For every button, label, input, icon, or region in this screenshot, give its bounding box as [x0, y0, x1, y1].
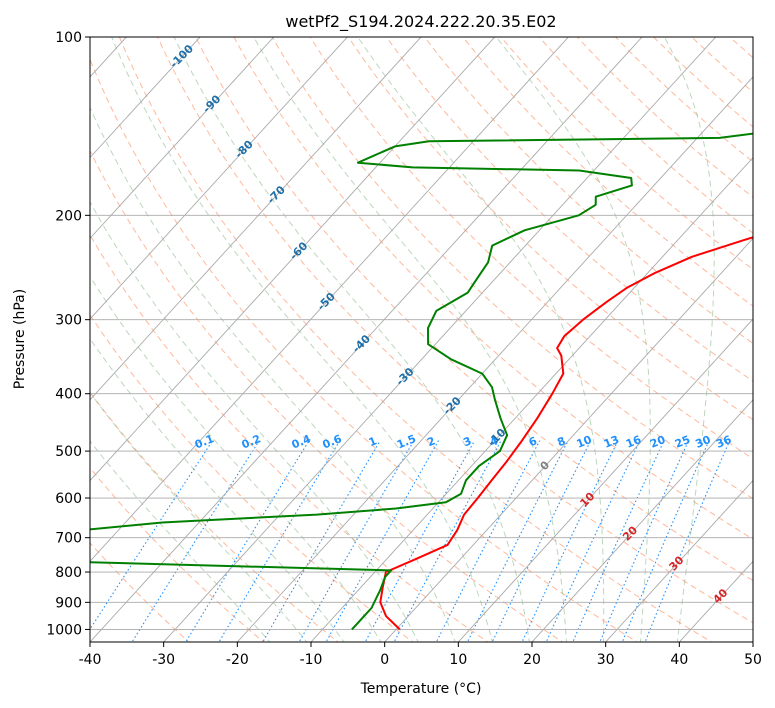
- mixing-ratio-line: [545, 440, 641, 642]
- temperature-profile-line: [379, 236, 753, 631]
- mixing-ratio-label: 8: [555, 434, 567, 449]
- x-tick-label: 20: [523, 652, 541, 668]
- mixing-ratio-label: 20: [648, 433, 667, 451]
- mixing-ratio-line: [218, 440, 341, 642]
- dry-adiabat-line: [385, 37, 753, 382]
- y-tick-label: 800: [55, 565, 82, 581]
- mixing-ratio-label: 30: [693, 433, 712, 451]
- mixing-ratio-line: [325, 440, 440, 642]
- dry-adiabat-line: [424, 37, 753, 344]
- y-tick-label: 400: [55, 387, 82, 403]
- x-tick-label: 10: [449, 652, 467, 668]
- y-axis-label: Pressure (hPa): [12, 289, 28, 389]
- mixing-ratio-line: [298, 440, 415, 642]
- mixing-ratio-label: 36: [714, 433, 733, 451]
- mixing-ratio-line: [90, 440, 214, 631]
- dry-adiabat-line: [538, 37, 753, 234]
- mixing-ratio-line: [185, 440, 310, 642]
- dry-adiabat-line: [90, 467, 265, 642]
- mixing-ratio-label: 1: [367, 434, 379, 449]
- isotherm-line: [90, 37, 201, 159]
- plot-area: 0.1 0.2 0.4 0.6 1 1.5 2 3 4 6 8 10 13 16 20 25 30 36-100-…: [90, 37, 753, 642]
- isotherm-line: [90, 37, 570, 562]
- y-tick-label: 1000: [46, 622, 82, 638]
- dry-adiabat-line: [309, 37, 753, 460]
- isotherm-line: [384, 237, 753, 642]
- isotherm-line: [236, 76, 753, 642]
- x-tick-label: 30: [597, 652, 615, 668]
- dry-adiabat-line: [157, 37, 753, 624]
- isotherm-line: [163, 37, 717, 642]
- x-axis-ticks: -40 -30 -20 -10 0 10 20 30 40 50: [79, 642, 762, 668]
- mixing-ratio-line: [521, 440, 619, 642]
- chart-title: wetPf2_S194.2024.222.20.35.E02: [285, 12, 556, 32]
- dry-adiabat-line: [500, 37, 753, 271]
- mixing-ratio-line: [131, 440, 260, 642]
- sounding-series: [90, 132, 753, 631]
- mixing-ratio-line: [393, 440, 502, 642]
- isotherm-line: [90, 37, 422, 401]
- isotherm-line: [531, 399, 753, 642]
- y-tick-label: 200: [55, 208, 82, 224]
- x-tick-label: -40: [79, 652, 102, 668]
- dry-adiabats: [90, 37, 753, 642]
- y-tick-label: 100: [55, 30, 82, 46]
- dry-adiabat-line: [271, 37, 753, 500]
- y-axis-ticks: 100 200 300 400 500 600 700 800 900 1000: [46, 30, 90, 638]
- mixing-ratio-lines: [90, 440, 731, 642]
- mixing-ratio-label: 3: [461, 434, 473, 449]
- mixing-ratio-label: 2: [425, 434, 437, 449]
- y-tick-label: 900: [55, 595, 82, 611]
- x-tick-label: 0: [380, 652, 389, 668]
- isotherm-line: [90, 37, 349, 320]
- dry-adiabat-line: [195, 37, 753, 582]
- isotherm-line: [310, 156, 753, 642]
- x-tick-label: -30: [152, 652, 175, 668]
- x-tick-label: 40: [670, 652, 688, 668]
- dry-adiabat-line: [614, 37, 753, 163]
- isotherm-line: [90, 37, 643, 642]
- dry-adiabat-line: [90, 234, 489, 642]
- moist-adiabat-line: [90, 440, 271, 642]
- mixing-ratio-line: [262, 440, 381, 642]
- isotherms: [90, 37, 753, 642]
- dewpoint-profile-line: [90, 132, 753, 631]
- dry-adiabat-line: [233, 37, 753, 540]
- mixing-ratio-label: 16: [624, 433, 643, 451]
- isotherm-line: [457, 318, 753, 642]
- mixing-ratio-line: [599, 440, 690, 642]
- x-axis-label: Temperature (°C): [360, 681, 482, 697]
- y-tick-label: 600: [55, 491, 82, 507]
- y-tick-label: 300: [55, 313, 82, 329]
- plot-frame: [89, 36, 754, 643]
- mixing-ratio-line: [644, 440, 731, 642]
- isotherm-line: [90, 37, 496, 482]
- pressure-gridlines: [90, 37, 753, 630]
- dry-adiabat-line: [576, 37, 753, 198]
- mixing-ratio-label: 10: [575, 433, 594, 451]
- x-tick-label: -10: [300, 652, 323, 668]
- mixing-ratio-label: 25: [673, 433, 692, 451]
- mixing-ratio-line: [435, 440, 541, 642]
- x-tick-label: 50: [744, 652, 762, 668]
- dry-adiabat-line: [118, 37, 713, 642]
- y-tick-label: 500: [55, 444, 82, 460]
- y-tick-label: 700: [55, 531, 82, 547]
- isotherm-line: [90, 37, 275, 240]
- dry-adiabat-line: [90, 314, 414, 642]
- dry-adiabat-line: [347, 37, 753, 421]
- x-tick-label: -20: [226, 652, 249, 668]
- mixing-ratio-line: [621, 440, 710, 642]
- isotherm-line: [605, 479, 753, 642]
- mixing-ratio-label: 13: [602, 433, 621, 451]
